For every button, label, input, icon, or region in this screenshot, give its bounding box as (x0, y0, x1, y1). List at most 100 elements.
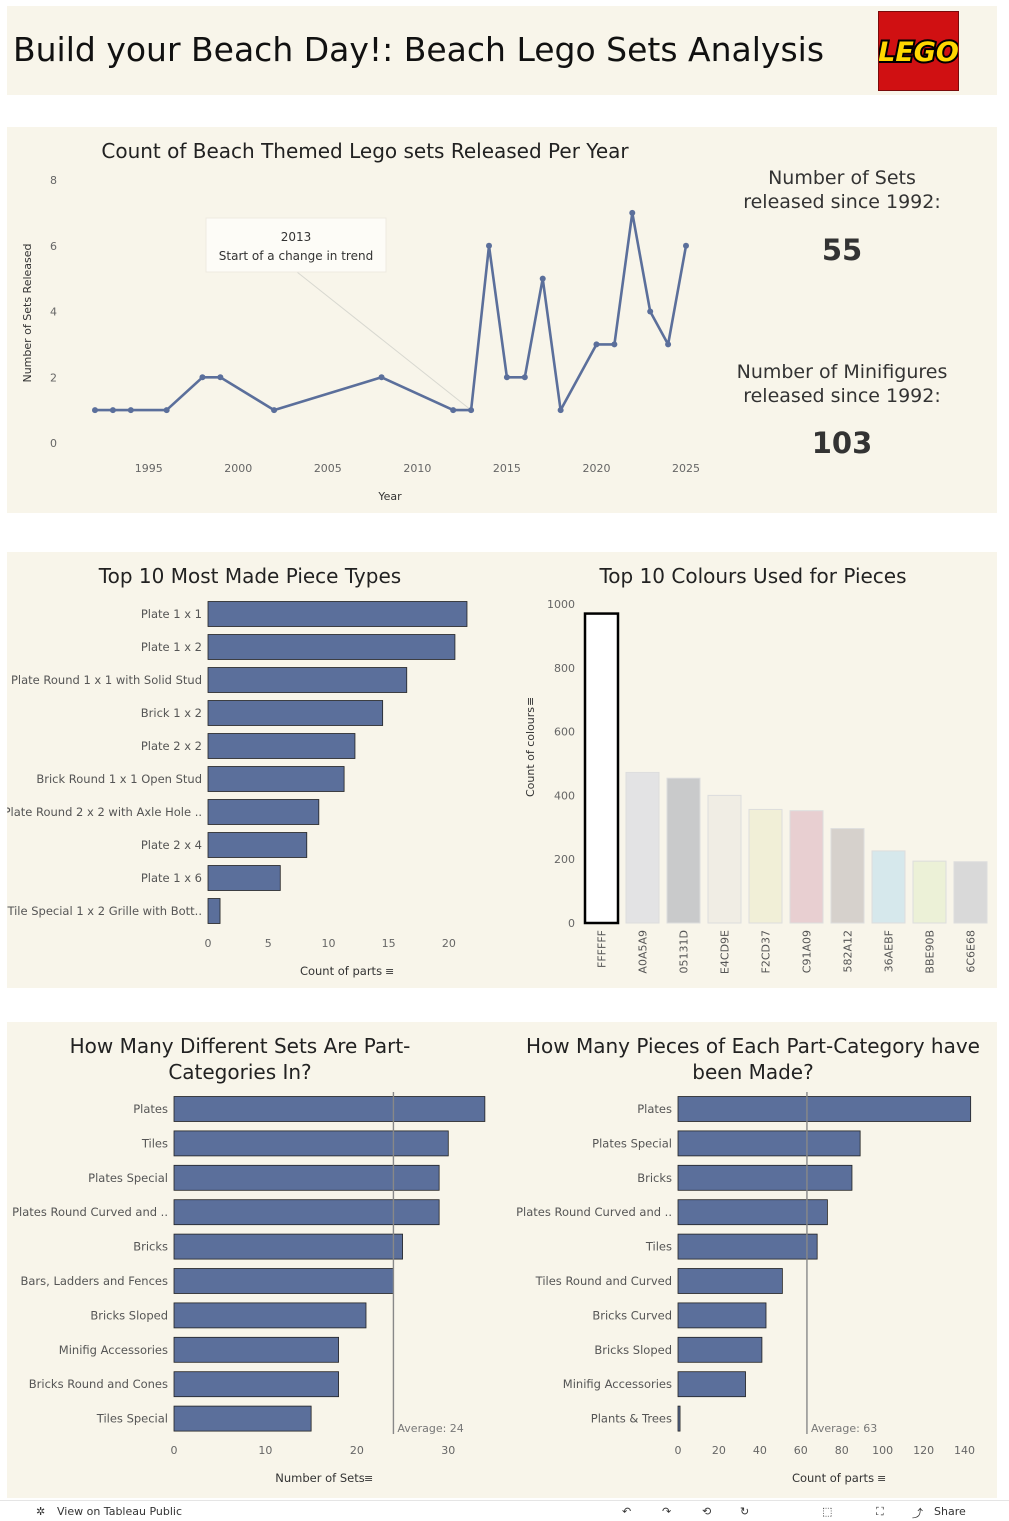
x-axis-title: Year (377, 490, 402, 503)
x-tick-label: 5 (265, 937, 272, 950)
annotation-leader (296, 271, 472, 411)
fullscreen-icon[interactable]: ⛶ (876, 1505, 884, 1518)
bar (173, 1233, 403, 1260)
y-tick-label: 600 (554, 726, 575, 739)
category-label: Brick 1 x 2 (141, 706, 202, 720)
y-tick-label: 200 (554, 853, 575, 866)
data-point (557, 407, 564, 414)
bar (677, 1233, 818, 1260)
kpi-minifigures-label-line1: Number of Minifigures (736, 361, 948, 383)
data-point (217, 374, 224, 381)
bar (173, 1130, 449, 1157)
x-tick-label: 2015 (493, 462, 521, 475)
y-tick-label: 400 (554, 789, 575, 802)
bar (677, 1371, 746, 1398)
x-tick-label: 0 (675, 1444, 682, 1457)
average-label: Average: 24 (397, 1422, 463, 1435)
x-tick-label: 120 (913, 1444, 934, 1457)
tableau-icon: ✲ (36, 1505, 46, 1518)
share-button[interactable]: Share (934, 1505, 966, 1518)
bar (207, 766, 345, 792)
bar (173, 1405, 312, 1432)
category-label: A0A5A9 (637, 930, 650, 974)
bar (748, 808, 783, 924)
bar (207, 733, 356, 759)
data-point (486, 242, 492, 249)
lego-logo-icon: LEGO (876, 15, 961, 87)
category-label: Bricks Sloped (594, 1343, 672, 1357)
refresh-icon[interactable]: ↻ (740, 1505, 750, 1518)
data-point (611, 341, 618, 348)
x-tick-label: 2025 (672, 462, 700, 475)
bar (871, 850, 906, 924)
data-point (199, 374, 206, 381)
bar (207, 898, 221, 924)
bar (173, 1164, 440, 1191)
annotation-box (205, 217, 387, 273)
x-tick-label: 2020 (582, 462, 610, 475)
category-label: 6C6E68 (965, 930, 978, 973)
bar (173, 1371, 339, 1398)
y-tick-label: 0 (50, 437, 57, 450)
annotation-text: Start of a change in trend (219, 249, 373, 263)
average-label: Average: 63 (811, 1422, 877, 1435)
x-tick-label: 10 (321, 937, 335, 950)
category-label: Bricks (133, 1240, 168, 1254)
redo-icon[interactable]: ↷ (662, 1505, 672, 1518)
bar (173, 1096, 486, 1122)
category-label: Plates Special (88, 1171, 168, 1185)
bar (666, 777, 701, 924)
category-label: Bars, Ladders and Fences (20, 1274, 168, 1288)
category-label: Plate 2 x 4 (141, 838, 202, 852)
category-label: 05131D (678, 930, 691, 973)
data-point (521, 374, 528, 381)
x-axis-title: Number of Sets (275, 1471, 364, 1485)
bar (173, 1268, 394, 1294)
bar (207, 700, 384, 726)
bar (207, 634, 456, 660)
bar (173, 1302, 367, 1329)
download-icon[interactable]: ⬚ (822, 1505, 833, 1518)
data-point (629, 209, 636, 216)
kpi-minifigures-value: 103 (811, 426, 873, 460)
x-tick-label: 80 (835, 1444, 849, 1457)
category-label: Plates Round Curved and .. (516, 1205, 672, 1219)
revert-icon[interactable]: ⟲ (702, 1505, 712, 1518)
view-on-tableau-link[interactable]: View on Tableau Public (57, 1505, 183, 1518)
y-tick-label: 4 (50, 306, 57, 319)
category-label: Plate Round 2 x 2 with Axle Hole .. (7, 805, 202, 819)
y-axis-title: Count of colours (524, 707, 537, 797)
data-point (683, 242, 689, 249)
x-tick-label: 10 (258, 1444, 272, 1457)
x-tick-label: 100 (872, 1444, 893, 1457)
colours-title: Top 10 Colours Used for Pieces (599, 564, 907, 588)
pieces-per-category-title: How Many Pieces of Each Part-Category ha… (526, 1034, 980, 1084)
sort-icon: ≡ (364, 1472, 373, 1485)
bar (677, 1164, 853, 1191)
category-label: Tiles Special (96, 1412, 168, 1426)
y-tick-label: 1000 (547, 598, 575, 611)
bar (789, 810, 824, 924)
data-point (647, 308, 654, 315)
undo-icon[interactable]: ↶ (622, 1505, 632, 1518)
category-label: E4CD9E (719, 930, 732, 974)
x-tick-label: 1995 (135, 462, 163, 475)
x-tick-label: 140 (954, 1444, 975, 1457)
line-chart-panel (7, 127, 997, 513)
category-label: Bricks (637, 1171, 672, 1185)
bar (953, 861, 988, 924)
category-label: Bricks Round and Cones (29, 1377, 168, 1391)
lego-logo-text: LEGO (879, 37, 958, 68)
piece-types-title: Top 10 Most Made Piece Types (98, 564, 402, 588)
category-label: BBE90B (924, 930, 937, 974)
bar (173, 1199, 440, 1226)
category-label: Plates Special (592, 1136, 672, 1150)
category-label: Bricks Sloped (90, 1308, 168, 1322)
sets-per-category-chart: Plates Tiles Plates Special Plates Round Cu… (12, 1092, 486, 1485)
category-label: Plate 1 x 1 (141, 607, 202, 621)
x-tick-label: 60 (794, 1444, 808, 1457)
bar (677, 1199, 828, 1226)
category-label: Plate 2 x 2 (141, 739, 202, 753)
x-tick-label: 40 (753, 1444, 767, 1457)
share-icon[interactable]: ⤴ (912, 1507, 923, 1520)
